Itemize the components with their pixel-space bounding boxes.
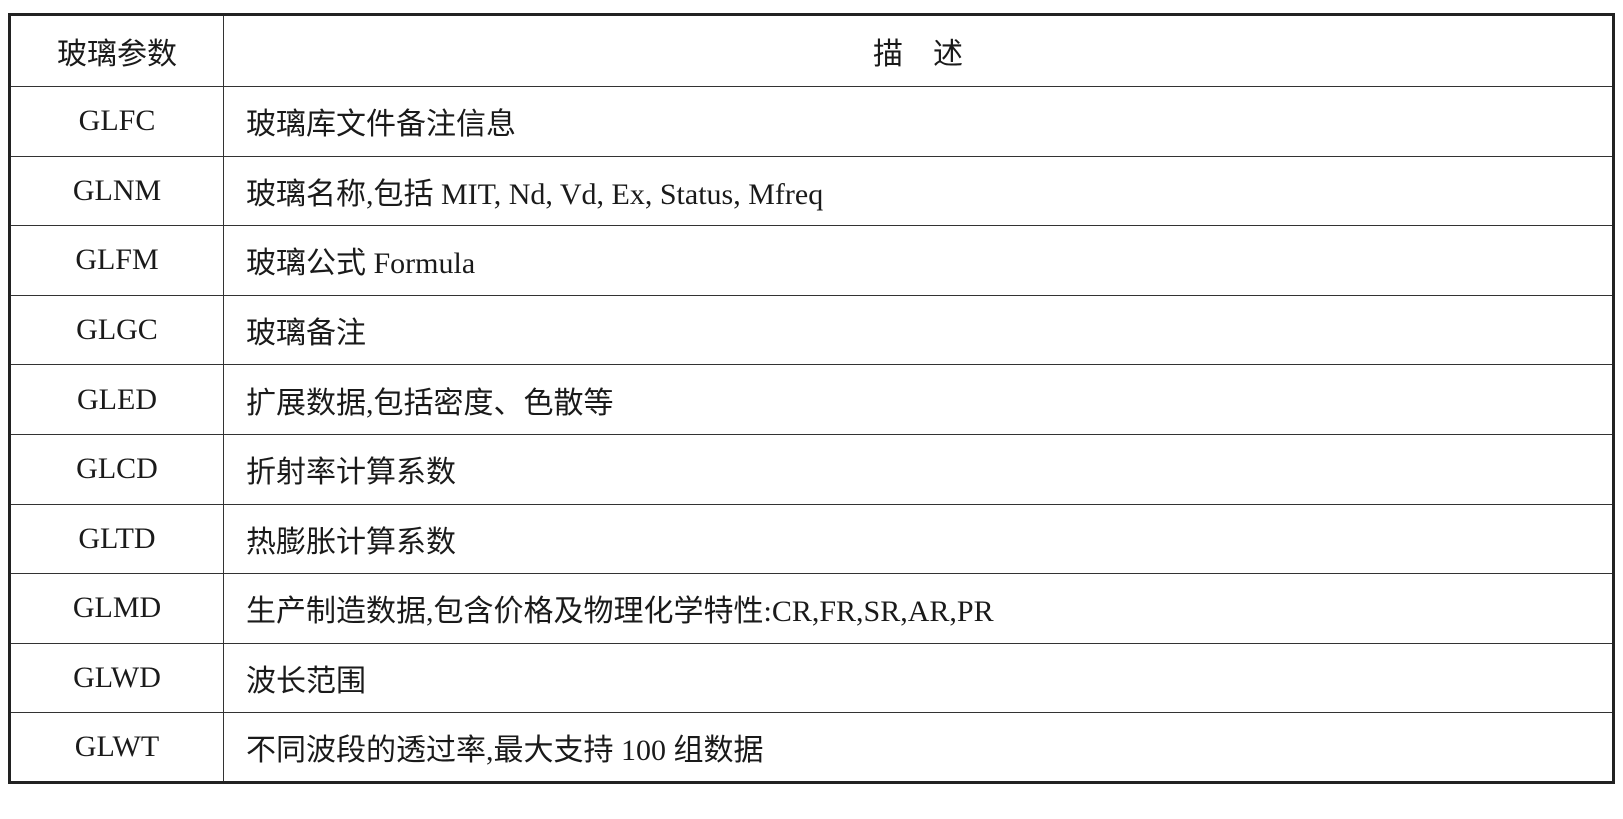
description-cell: 不同波段的透过率,最大支持 100 组数据 [223,712,1614,783]
description-cell: 折射率计算系数 [223,433,1614,505]
glass-parameter-table: 玻璃参数 描 述 GLFC 玻璃库文件备注信息 GLNM 玻璃名称,包括 MIT, N… [8,13,1615,784]
table-row: GLMD 生产制造数据,包含价格及物理化学特性:CR,FR,SR,AR,PR [9,573,1614,644]
description-cell: 玻璃名称,包括 MIT, Nd, Vd, Ex, Status, Mfreq [223,155,1614,227]
param-cell: GLED [9,364,224,435]
header-row: 玻璃参数 描 述 [9,14,1614,87]
header-description: 描 述 [223,14,1614,87]
table-row: GLWT 不同波段的透过率,最大支持 100 组数据 [9,712,1614,783]
description-cell: 生产制造数据,包含价格及物理化学特性:CR,FR,SR,AR,PR [223,573,1614,644]
table-row: GLNM 玻璃名称,包括 MIT, Nd, Vd, Ex, Status, Mfr… [9,155,1614,227]
param-cell: GLWT [9,712,224,783]
param-cell: GLTD [9,503,224,575]
param-cell: GLMD [9,573,224,644]
description-cell: 玻璃备注 [223,294,1614,366]
description-cell: 波长范围 [223,642,1614,714]
table-row: GLCD 折射率计算系数 [9,433,1614,505]
table-row: GLGC 玻璃备注 [9,294,1614,366]
header-parameter: 玻璃参数 [9,14,224,87]
description-cell: 玻璃公式 Formula [223,225,1614,296]
description-cell: 扩展数据,包括密度、色散等 [223,364,1614,435]
table-row: GLFC 玻璃库文件备注信息 [9,86,1614,157]
table-row: GLTD 热膨胀计算系数 [9,503,1614,575]
description-cell: 热膨胀计算系数 [223,503,1614,575]
param-cell: GLWD [9,642,224,714]
description-cell: 玻璃库文件备注信息 [223,86,1614,157]
table-row: GLED 扩展数据,包括密度、色散等 [9,364,1614,435]
param-cell: GLGC [9,294,224,366]
param-cell: GLFM [9,225,224,296]
param-cell: GLFC [9,86,224,157]
param-cell: GLNM [9,155,224,227]
param-cell: GLCD [9,433,224,505]
table-row: GLFM 玻璃公式 Formula [9,225,1614,296]
table-row: GLWD 波长范围 [9,642,1614,714]
